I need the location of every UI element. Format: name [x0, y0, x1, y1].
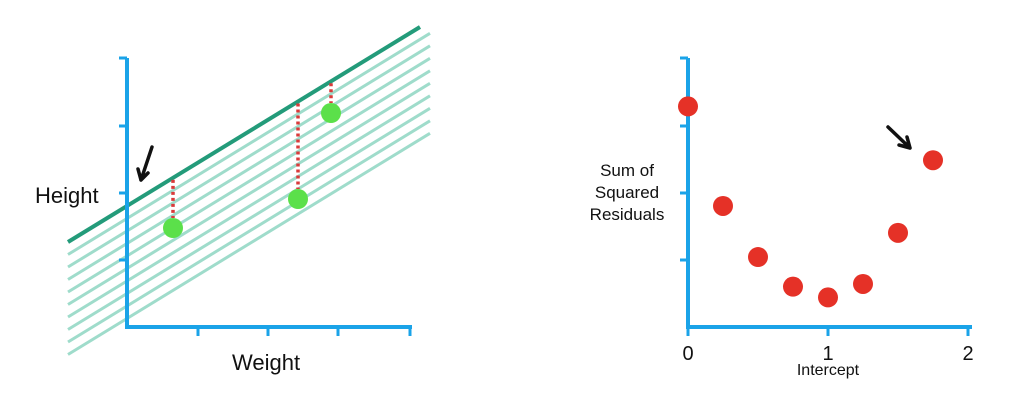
shifted-line	[67, 107, 431, 331]
ssr-point	[678, 96, 698, 117]
shifted-line	[67, 132, 431, 356]
ssr-ylabel-line-3: Residuals	[590, 205, 665, 224]
ssr-point	[713, 195, 733, 216]
arrow-down-right-icon	[886, 125, 912, 150]
arrow-down-left-icon	[136, 145, 154, 182]
data-point	[321, 103, 341, 123]
ssr-tick-labels: 0 1 2	[682, 343, 973, 365]
ssr-point	[783, 276, 803, 297]
ssr-x-tick-label: 2	[962, 343, 973, 365]
ssr-point	[888, 222, 908, 243]
ssr-ylabel-line-1: Sum of	[600, 161, 654, 180]
ssr-axes	[680, 56, 972, 336]
data-point	[288, 189, 308, 209]
y-axis-label: Height	[35, 183, 99, 208]
data-points	[163, 103, 341, 238]
regression-diagram: Height Weight	[35, 25, 431, 375]
shifted-line	[67, 57, 431, 281]
ssr-point	[853, 273, 873, 294]
data-point	[163, 218, 183, 238]
ssr-ylabel-line-2: Squared	[595, 183, 659, 202]
ssr-x-tick-label: 0	[682, 343, 693, 365]
ssr-point	[748, 247, 768, 268]
ssr-point	[923, 150, 943, 171]
shifted-line	[67, 44, 431, 269]
ssr-x-tick-label: 1	[822, 343, 833, 365]
left-axes	[119, 56, 412, 336]
shifted-line	[67, 94, 431, 319]
ssr-xlabel: Intercept	[797, 362, 860, 379]
shifted-line	[67, 119, 431, 344]
residuals	[171, 83, 333, 218]
x-axis-label: Weight	[232, 350, 300, 375]
ssr-points	[678, 96, 943, 308]
ssr-point	[818, 287, 838, 308]
shifted-line	[67, 32, 431, 256]
